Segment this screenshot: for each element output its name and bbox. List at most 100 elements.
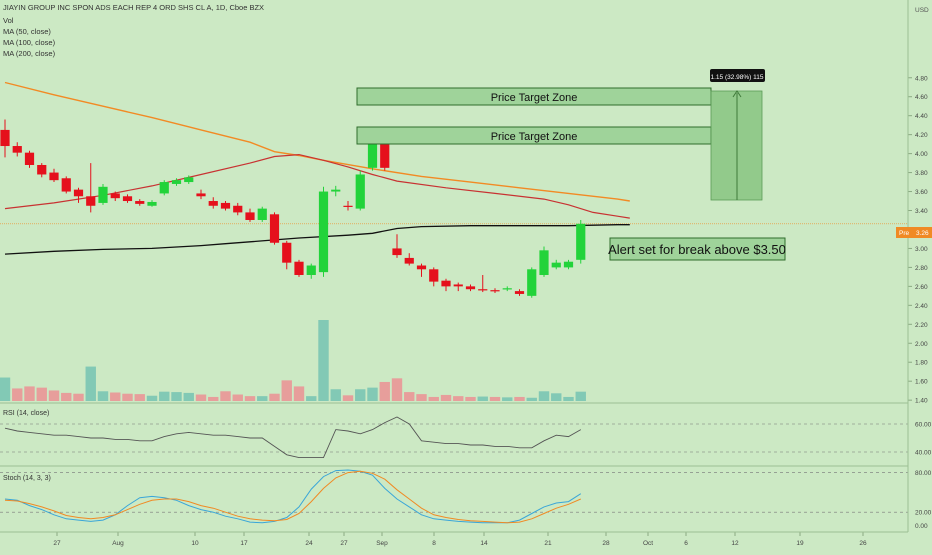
price-tick-label: 2.20 [915,322,928,329]
volume-bar [453,396,464,401]
volume-bar [257,396,268,401]
volume-bar [551,393,562,401]
candle-body[interactable] [465,286,476,290]
candle-body[interactable] [331,189,341,192]
candle-body[interactable] [576,223,586,260]
price-badge [896,227,932,238]
candle-body[interactable] [110,193,120,199]
alert-note-box[interactable] [609,237,786,261]
candle-body[interactable] [208,201,218,206]
candle-body[interactable] [171,180,182,184]
candle-body[interactable] [12,146,22,153]
candle-body[interactable] [220,202,231,209]
candle-body[interactable] [73,189,84,197]
measure-arrow-head [732,90,742,98]
volume-bar [367,387,378,401]
price-target-zone-lower-label: Price Target Zone [491,131,578,143]
time-tick-label: 12 [731,540,739,547]
candle-body[interactable] [380,139,390,168]
candle-body[interactable] [527,269,537,296]
candle-body[interactable] [233,205,243,213]
candle-body[interactable] [98,186,108,203]
candle-body[interactable] [490,290,500,292]
time-tick-label: 19 [796,540,804,547]
volume-bar [232,394,243,401]
time-tick-label: 21 [544,540,552,547]
candle-body[interactable] [196,193,206,197]
volume-bar [404,392,415,401]
candle-body[interactable] [429,269,439,282]
candle-body[interactable] [86,196,96,206]
volume-bar [281,380,292,401]
candle-body[interactable] [0,129,10,147]
candle-body[interactable] [257,208,267,220]
volume-bar [48,390,60,401]
price-tick-label: 4.40 [915,113,928,120]
candle-body[interactable] [404,257,414,264]
candle-body[interactable] [37,164,47,175]
volume-bar [318,320,329,401]
price-tick-label: 1.40 [915,398,928,405]
volume-bar [244,396,256,401]
price-tick-label: 4.60 [915,94,928,101]
candle-body[interactable] [478,289,488,291]
candle-body[interactable] [269,214,280,243]
candle-body[interactable] [318,191,329,273]
volume-bar [97,391,109,401]
stoch-tick-label: 0.00 [915,523,928,530]
currency-label: USD [915,7,929,14]
volume-bar [269,393,280,401]
candle-body[interactable] [122,196,133,202]
candle-body[interactable] [563,261,574,268]
candle-body[interactable] [245,212,255,220]
stoch-tick-label: 80.00 [915,470,932,477]
candle-body[interactable] [539,250,549,275]
candle-body[interactable] [184,177,194,183]
candle-body[interactable] [453,284,463,287]
candle-body[interactable] [135,201,145,204]
stoch-title[interactable]: Stoch (14, 3, 3) [3,475,51,482]
candle-body[interactable] [147,201,157,206]
rsi-title[interactable]: RSI (14, close) [3,410,49,417]
price-tick-label: 2.80 [915,265,928,272]
time-tick-label: 17 [240,540,248,547]
volume-bar [85,366,96,401]
candle-body[interactable] [551,262,561,268]
candle-body[interactable] [49,172,59,181]
legend-ma100[interactable]: MA (100, close) [3,38,56,47]
volume-bar [477,396,488,401]
price-badge-value: 3.26 [916,230,929,237]
volume-bar [514,396,525,401]
alert-note: Alert set for break above $3.50 [608,242,786,257]
candle-body[interactable] [441,280,451,287]
candle-body[interactable] [61,178,71,192]
candle-body[interactable] [514,291,525,294]
candle-body[interactable] [367,139,378,168]
volume-bar [355,389,366,401]
candle-body[interactable] [416,265,427,270]
volume-bar [146,395,158,401]
candle-body[interactable] [392,248,402,256]
candle-body[interactable] [24,152,35,165]
volume-bar [293,386,305,401]
candle-body[interactable] [343,205,353,207]
candle-body[interactable] [355,174,365,209]
volume-bar [36,387,47,401]
legend-ma200[interactable]: MA (200, close) [3,49,56,58]
volume-bar [440,394,452,401]
volume-bar [24,386,35,401]
legend-vol[interactable]: Vol [3,16,14,25]
candle-body[interactable] [294,261,304,275]
stoch-d-line [4,470,581,524]
legend-ma50[interactable]: MA (50, close) [3,27,51,36]
volume-bar [538,391,550,401]
candle-body[interactable] [159,182,169,194]
candle-body[interactable] [306,265,316,275]
volume-bar [502,397,513,401]
price-tick-label: 2.60 [915,284,928,291]
candle-body[interactable] [502,288,512,290]
candle-body[interactable] [282,242,292,263]
stoch-tick-label: 20.00 [915,510,932,517]
volume-bar [183,392,194,401]
